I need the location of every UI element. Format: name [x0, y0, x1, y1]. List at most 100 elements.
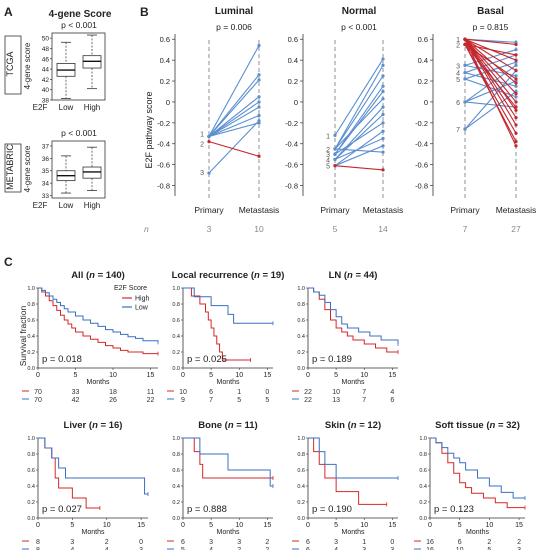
km-c-all-ytick-label: 0.6	[27, 318, 35, 324]
km-c-bone-xtick-label: 15	[263, 522, 271, 529]
panel-b-luminal-pair-line	[208, 141, 260, 157]
km-c-bone-xtick-label: 0	[181, 522, 185, 529]
km-c-soft-atrisk-low: 5	[487, 547, 491, 550]
km-c-all-atrisk-high: 11	[147, 389, 154, 396]
panel-b-luminal-pair-line	[208, 122, 260, 137]
panel-b-basal-n-primary: 7	[463, 224, 468, 234]
km-c-ln-xtick-label: 10	[360, 372, 368, 379]
km-c-bone-ytick-label: 0.0	[172, 516, 180, 522]
panel-a-tcga-ytick-label: 42	[42, 77, 50, 84]
panel-b-normal-metastasis-point	[381, 129, 385, 133]
panel-b-luminal-metastasis-point	[257, 113, 261, 118]
panel-b-basal-primary-label: 3	[456, 63, 460, 70]
panel-b-luminal-primary-label: 3	[200, 170, 204, 177]
panel-b-normal-ytick-label: 0.4	[288, 56, 298, 65]
km-c-local-atrisk-low: 9	[181, 397, 185, 404]
km-c-skin-ytick-label: 0.0	[297, 516, 305, 522]
km-c-liver-ytick-label: 0.0	[27, 516, 35, 522]
km-c-all-xtick-label: 0	[36, 372, 40, 379]
km-c-skin-atrisk-high: 6	[306, 539, 310, 546]
panel-a-tcga-ytick-label: 50	[42, 36, 50, 43]
panel-b-luminal-ytick-label: -0.6	[157, 161, 170, 170]
panel-b-basal-primary-label: 7	[456, 127, 460, 134]
km-c-ln-pvalue: p = 0.189	[312, 354, 352, 365]
panel-b-basal-pair-line	[464, 44, 517, 108]
panel-b-n-label: n	[144, 224, 149, 234]
km-c-skin-xtick-label: 15	[388, 522, 396, 529]
panel-b-luminal-ytick-label: 0.4	[160, 56, 170, 65]
panel-b-normal-n-metastasis: 14	[378, 224, 388, 234]
panel-b-normal-metastasis-point	[381, 168, 385, 172]
panel-b-normal-primary-point	[333, 152, 337, 156]
km-c-liver-ytick-label: 0.6	[27, 468, 35, 474]
km-c-liver-title: Liver (n = 16)	[64, 420, 123, 431]
panel-b-normal-xtick-primary: Primary	[320, 205, 350, 215]
panel-b-basal-pair-line	[464, 43, 517, 56]
km-c-soft-atrisk-low: 3	[517, 547, 521, 550]
panel-b-basal-ytick-label: -0.2	[415, 119, 428, 128]
panel-b-normal-ytick-label: 0	[294, 98, 298, 107]
panel-b-normal-metastasis-point	[381, 97, 385, 101]
km-legend-title: E2F Score	[114, 285, 147, 292]
panel-b-basal-pair-line	[464, 38, 517, 94]
km-c-ln-atrisk-low: 13	[332, 397, 340, 404]
km-c-soft-atrisk-high: 2	[517, 539, 521, 546]
km-c-liver-xlabel: Months	[82, 529, 105, 536]
panel-b-normal-primary-label: 3	[326, 152, 330, 159]
panel-b-basal-metastasis-point	[514, 131, 518, 135]
panel-b-normal-metastasis-point	[381, 74, 385, 78]
km-c-soft-atrisk-high: 16	[426, 539, 434, 546]
km-c-ln-atrisk-low: 6	[390, 397, 394, 404]
km-c-all-curve-high	[38, 287, 158, 355]
panel-b-normal-metastasis-point	[381, 84, 385, 88]
km-c-skin-ytick-label: 0.6	[297, 468, 305, 474]
km-c-liver-xtick-label: 15	[137, 522, 145, 529]
panel-a-title: 4-gene Score	[49, 9, 112, 20]
km-c-skin-ytick-label: 0.8	[297, 452, 305, 458]
panel-c-label: C	[4, 255, 13, 269]
km-c-ln-ytick-label: 0.6	[297, 318, 305, 324]
panel-a-tcga-ytick-label: 44	[42, 67, 50, 74]
panel-b-basal-metastasis-point	[514, 105, 518, 109]
panel-b-ylabel: E2F pathway score	[144, 91, 154, 168]
panel-b-luminal-primary-point	[207, 134, 211, 139]
km-c-bone-atrisk-low: 2	[237, 547, 241, 550]
panel-b-normal-pair-line	[334, 148, 384, 153]
panel-a-metabric-xtick-label: Low	[59, 201, 74, 210]
panel-b-luminal-pair-line	[208, 120, 260, 174]
km-c-soft-xtick-label: 5	[458, 522, 462, 529]
panel-b-basal-primary-label: 4	[456, 71, 460, 78]
panel-b-normal-ytick-label: 0.6	[288, 35, 298, 44]
panel-b-basal-primary-point	[463, 127, 467, 131]
km-c-bone-ytick-label: 0.2	[172, 500, 180, 506]
panel-b-normal-pair-line	[334, 75, 384, 150]
panel-b-luminal-xtick-primary: Primary	[194, 205, 224, 215]
panel-b-luminal-pair-line	[208, 79, 260, 137]
km-c-skin-xlabel: Months	[342, 529, 365, 536]
panel-b-luminal-metastasis-point	[257, 43, 261, 48]
panel-b-basal-metastasis-point	[514, 63, 518, 67]
panel-b-basal-pair-line	[464, 54, 517, 74]
panel-b-basal-metastasis-point	[514, 42, 518, 47]
panel-b-normal-pair-line	[334, 91, 384, 155]
panel-a-metabric-ytick-label: 34	[42, 181, 50, 188]
panel-b-basal-pair-line	[464, 49, 517, 66]
panel-b-basal-primary-label: 2	[456, 42, 460, 49]
panel-b-basal-pair-line	[464, 70, 517, 130]
km-c-local-ytick-label: 0.2	[172, 350, 180, 356]
km-c-bone-curve-low	[183, 437, 273, 487]
km-c-skin-ytick-label: 0.2	[297, 500, 305, 506]
panel-b-basal-pair-line	[464, 44, 517, 134]
panel-b-basal-pvalue: p = 0.815	[473, 22, 509, 32]
km-c-liver-atrisk-high: 2	[105, 539, 109, 546]
km-c-liver-xtick-label: 10	[103, 522, 111, 529]
panel-b-luminal-metastasis-point	[257, 95, 261, 99]
km-c-liver-atrisk-high: 8	[36, 539, 40, 546]
panel-b-normal-primary-label: 4	[326, 157, 330, 164]
panel-b-normal-ytick-label: -0.2	[285, 119, 298, 128]
panel-b-normal-primary-label: 2	[326, 147, 330, 154]
km-c-bone-pvalue: p = 0.888	[187, 504, 227, 515]
panel-b-basal-primary-label: 5	[456, 77, 460, 84]
panel-b-normal-pair-line	[334, 165, 384, 171]
